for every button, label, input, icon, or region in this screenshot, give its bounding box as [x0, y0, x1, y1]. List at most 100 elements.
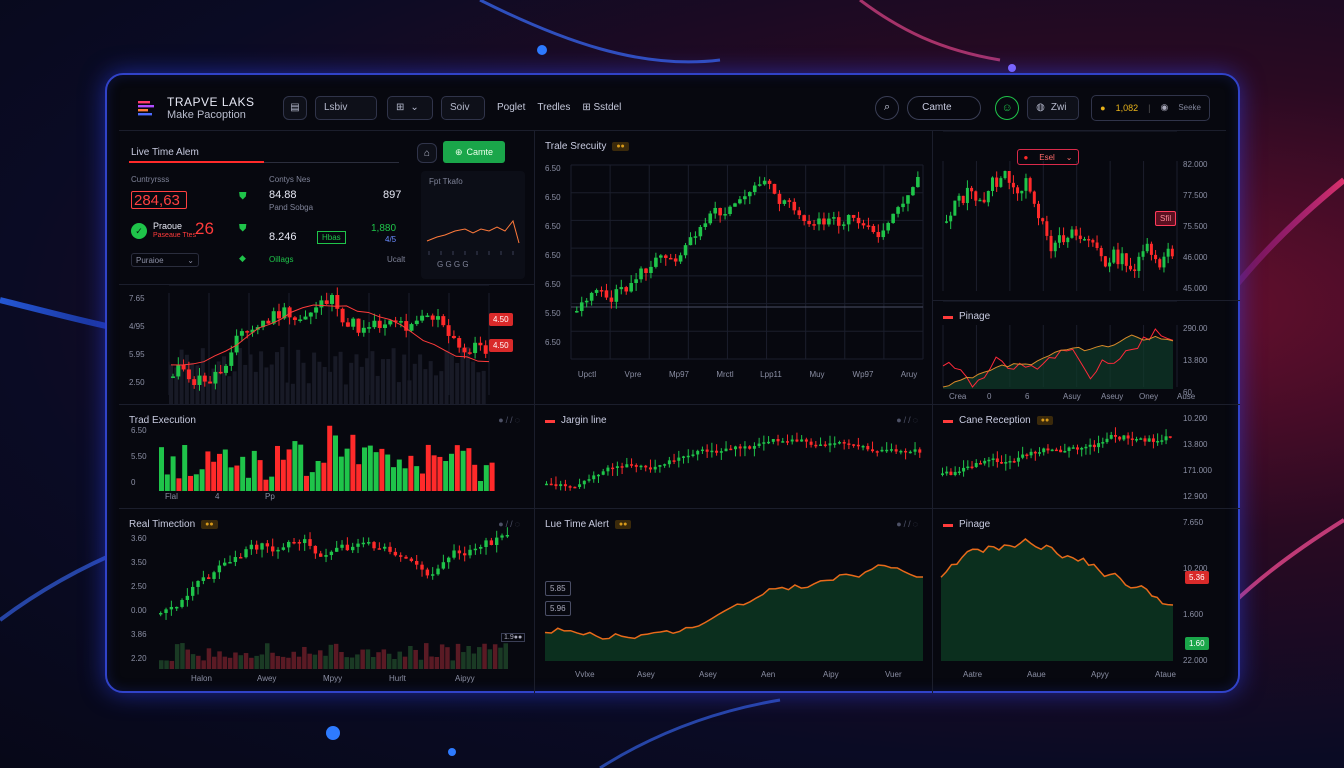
candle — [949, 471, 953, 475]
area-fill — [545, 565, 923, 661]
nav-item-3[interactable]: ⊞ Sstdel — [582, 102, 621, 113]
candle — [1130, 438, 1134, 440]
candle — [1041, 218, 1045, 222]
candle — [688, 237, 693, 246]
search-button[interactable]: ⌕ — [875, 95, 900, 120]
candle — [1025, 454, 1029, 457]
candle — [1122, 435, 1126, 440]
histogram-bar — [217, 453, 222, 491]
candle — [330, 295, 334, 304]
panel-controls[interactable]: ●//◌ — [498, 415, 522, 425]
volume-bar — [322, 367, 327, 404]
histogram-bar — [159, 447, 164, 491]
create-button[interactable]: ⊕ Camte — [443, 141, 505, 163]
search-pill[interactable]: Camte — [907, 95, 982, 120]
brand-logo[interactable]: TRAPVE LAKS Make Pacoption — [119, 95, 269, 121]
volume-bar — [402, 354, 407, 404]
volume-bar — [354, 354, 359, 404]
candle — [606, 467, 610, 472]
candle — [771, 439, 775, 442]
candle — [356, 318, 361, 333]
spark-title: Fpt Tkafo — [429, 177, 463, 186]
panel-controls[interactable]: ●//◌ — [896, 519, 920, 529]
axis-label: 3.60 — [131, 534, 147, 543]
main-candle-chart: 7.65 4/95 5.95 2.50 — [129, 285, 490, 404]
right-top-chart: 82.000 77.500 75.500 46.000 45.000 — [942, 131, 1208, 293]
histogram-bar — [304, 475, 309, 491]
histogram-bar — [408, 455, 414, 491]
volume-bar — [392, 659, 397, 669]
axis-label: 3.86 — [131, 630, 147, 639]
candle — [667, 460, 671, 465]
histogram-bar — [263, 479, 269, 491]
candle — [383, 546, 387, 549]
axis-label: 22.000 — [1183, 656, 1208, 665]
nav-item-1[interactable]: Poglet — [497, 102, 526, 113]
candle — [1091, 239, 1095, 243]
candle — [568, 486, 572, 488]
candle — [885, 449, 889, 452]
volume-bar — [318, 650, 323, 669]
candle — [876, 232, 881, 238]
col-label-2: Contys Nes — [269, 175, 311, 184]
account-balance[interactable]: ● 1,082 | ◉ Seeke — [1091, 94, 1210, 121]
histogram-bar — [367, 445, 373, 491]
histogram-bar — [327, 425, 333, 491]
status-button[interactable]: ☺ — [995, 95, 1020, 120]
volume-bar — [259, 654, 265, 669]
candle — [698, 227, 703, 237]
candle — [484, 540, 488, 547]
price-tag-red: 5.36 — [1185, 571, 1209, 584]
panel-controls[interactable]: ●//◌ — [498, 519, 522, 529]
candle — [777, 193, 782, 204]
candle — [276, 549, 280, 552]
candle — [913, 449, 917, 452]
volume-bar — [371, 657, 376, 669]
candle — [871, 225, 876, 233]
user-button[interactable]: ◍ Zwi — [1027, 95, 1080, 120]
candle — [351, 318, 356, 327]
candle — [823, 444, 827, 446]
record-icon: ● — [1023, 152, 1029, 162]
symbol-select[interactable]: ● Esel ⌄ — [1017, 149, 1079, 165]
volume-bar — [360, 649, 365, 669]
candle — [619, 287, 624, 290]
candle — [441, 562, 446, 569]
candle — [212, 572, 216, 579]
nav-item-2[interactable]: Tredles — [537, 102, 571, 113]
candle — [1020, 190, 1024, 194]
volume-bar — [408, 645, 413, 669]
axis-label: Asey — [637, 670, 655, 679]
axis-label: Crea — [949, 392, 967, 401]
candle — [1080, 447, 1084, 450]
candle — [1143, 438, 1147, 442]
filter-dropdown[interactable]: Puraioe ⌄ — [131, 253, 199, 267]
candle — [901, 203, 905, 208]
document-icon: ▤ — [290, 102, 300, 113]
toolbar-button-1[interactable]: Lsbiv — [315, 95, 377, 120]
table-icon: ⊞ — [582, 102, 591, 113]
candle — [277, 311, 281, 319]
panel-controls[interactable]: ●//◌ — [896, 415, 920, 425]
histogram-bar — [356, 464, 362, 491]
volume-bar — [302, 646, 307, 669]
volume-bar — [418, 659, 424, 669]
moving-average-line — [170, 304, 490, 366]
candle — [609, 297, 614, 302]
candle — [404, 556, 408, 559]
volume-bar — [503, 643, 508, 669]
lock-button[interactable]: ⌂ — [417, 143, 437, 163]
candle — [1149, 243, 1153, 255]
smile-icon: ☺ — [1001, 101, 1013, 114]
layout-dropdown[interactable]: ⊞ ⌄ — [387, 95, 433, 120]
volume-bar — [333, 356, 338, 404]
toolbar-button-2[interactable]: Soiv — [441, 95, 485, 120]
candle — [1029, 451, 1033, 456]
axis-label: 46.000 — [1183, 253, 1208, 262]
balance-value: 1,082 — [1115, 102, 1139, 113]
volume-bar — [254, 655, 259, 669]
candle — [1170, 248, 1174, 257]
candle — [197, 375, 202, 385]
menu-button[interactable]: ▤ — [283, 95, 307, 120]
candle — [478, 342, 483, 346]
